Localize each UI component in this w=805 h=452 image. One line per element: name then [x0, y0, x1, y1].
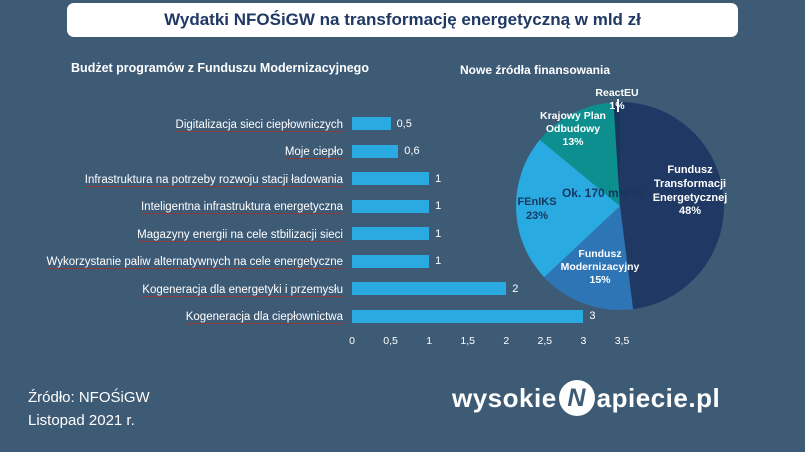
reacteu-leader-line	[617, 99, 619, 112]
bar-category-label: Kogeneracja dla ciepłownictwa	[185, 311, 343, 324]
pie-slice-2	[516, 139, 620, 278]
pie-chart: Fundusz Transformacji Energetycznej 48% Fu…	[514, 87, 727, 312]
bar-category-label: Digitalizacja sieci ciepłowniczych	[175, 118, 343, 131]
page-title: Wydatki NFOŚiGW na transformację energet…	[164, 10, 641, 29]
pie-svg	[516, 102, 725, 310]
x-axis-tick: 1,5	[460, 335, 476, 347]
bar-row: Infrastruktura na potrzeby rozwoju stacj…	[28, 165, 688, 193]
source-line: Źródło: NFOŚiGW	[28, 389, 150, 406]
bar-category-label: Infrastruktura na potrzeby rozwoju stacj…	[84, 173, 343, 186]
bar	[352, 254, 430, 268]
logo-n-monogram-icon: N	[558, 380, 595, 416]
bar	[352, 199, 430, 213]
bar-category-label: Magazyny energii na cele stbilizacji sie…	[137, 228, 343, 241]
bar-row: Kogeneracja dla ciepłownictwa 3	[28, 303, 688, 331]
pie-slice-4	[613, 102, 620, 206]
bar	[352, 309, 584, 323]
bar-row: Wykorzystanie paliw alternatywnych na ce…	[28, 248, 688, 276]
bar	[352, 282, 507, 296]
bar-category-label: Kogeneracja dla energetyki i przemysłu	[142, 283, 343, 296]
bar-value-label: 3	[589, 310, 596, 323]
bar	[352, 227, 430, 241]
x-axis-tick: 0,5	[383, 335, 398, 347]
pie-slice-1	[544, 206, 634, 310]
pie-chart-title: Nowe źródła finansowania	[459, 63, 611, 77]
bar	[352, 117, 391, 131]
source-note: Źródło: NFOŚiGW Listopad 2021 r.	[28, 387, 150, 432]
date-line: Listopad 2021 r.	[28, 411, 135, 429]
bar-value-label: 1	[435, 227, 442, 240]
logo-suffix-text: apiecie.pl	[596, 382, 721, 413]
title-banner: Wydatki NFOŚiGW na transformację energet…	[67, 3, 738, 37]
pie-slice-0	[620, 102, 725, 310]
bar-row: Digitalizacja sieci ciepłowniczych 0,5	[28, 110, 688, 138]
bar-row: Inteligentna infrastruktura energetyczna…	[28, 193, 688, 221]
bar-chart: Digitalizacja sieci ciepłowniczych 0,5 Moj…	[28, 110, 688, 351]
bar-rows: Digitalizacja sieci ciepłowniczych 0,5 Moj…	[28, 110, 688, 330]
bar-row: Kogeneracja dla energetyki i przemysłu 2	[28, 275, 688, 303]
logo-prefix-text: wysokie	[452, 382, 557, 413]
pie-slice-label: Fundusz Modernizacyjny 15%	[560, 248, 640, 287]
bar-category-label: Wykorzystanie paliw alternatywnych na ce…	[46, 256, 343, 269]
bar	[352, 144, 399, 158]
pie-slice-3	[539, 102, 620, 206]
pie-slice-label: Fundusz Transformacji Energetycznej 48%	[652, 164, 728, 218]
bar-value-label: 1	[435, 255, 442, 268]
x-axis-tick: 3,5	[614, 335, 630, 347]
pie-slice-label: FEnIKS 23%	[517, 196, 557, 222]
bar-category-label: Inteligentna infrastruktura energetyczna	[140, 201, 343, 214]
bar-value-label: 1	[435, 200, 442, 213]
wysokienapiecie-logo: wysokie N apiecie.pl	[452, 380, 720, 416]
x-axis-ticks: 0 0,5 1 1,5 2 2,5 3 3,5	[349, 335, 629, 351]
bar-row: Moje ciepło 0,6	[28, 138, 688, 166]
x-axis-tick: 3	[580, 335, 587, 347]
x-axis-tick: 0	[349, 335, 355, 347]
bar-value-label: 1	[435, 172, 442, 185]
x-axis-tick: 2,5	[537, 335, 553, 347]
bar	[352, 172, 430, 186]
x-axis-tick: 2	[503, 335, 510, 347]
bar-value-label: 0,5	[396, 117, 412, 130]
pie-center-label: Ok. 170 mld zł	[561, 186, 643, 200]
bar-category-label: Moje ciepło	[284, 146, 343, 159]
bar-value-label: 0,6	[404, 145, 420, 158]
bar-row: Magazyny energii na cele stbilizacji sie…	[28, 220, 688, 248]
x-axis-tick: 1	[426, 335, 433, 347]
bar-chart-title: Budżet programów z Funduszu Modernizacyj…	[71, 61, 369, 75]
bar-value-label: 2	[512, 282, 519, 295]
pie-slice-label: Krajowy Plan Odbudowy 13%	[540, 110, 606, 149]
